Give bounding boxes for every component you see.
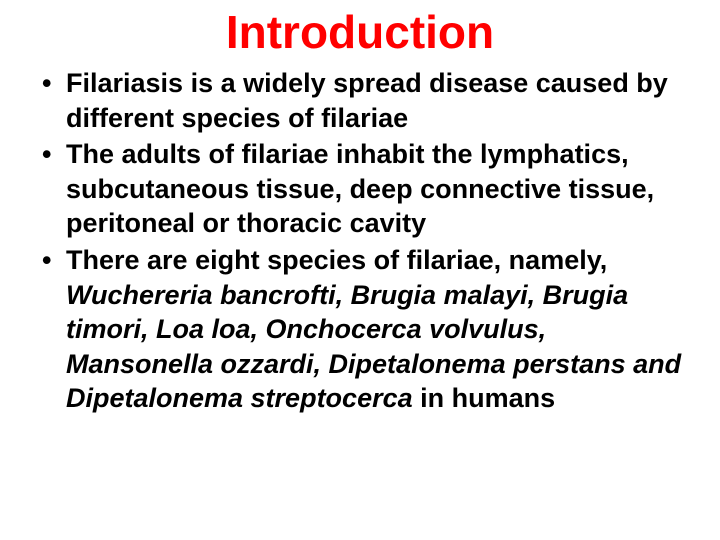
bullet-text-run: There are eight species of filariae, nam… [66, 245, 607, 275]
bullet-text-run: in humans [420, 383, 555, 413]
bullet-item: There are eight species of filariae, nam… [38, 243, 682, 416]
bullet-text-run: The adults of filariae inhabit the lymph… [66, 139, 654, 238]
slide: Introduction Filariasis is a widely spre… [0, 0, 720, 540]
bullet-text-run: Wuchereria bancrofti, Brugia malayi, Bru… [66, 280, 681, 414]
bullet-text-run: Filariasis is a widely spread disease ca… [66, 68, 668, 133]
slide-title: Introduction [38, 8, 682, 56]
bullet-item: Filariasis is a widely spread disease ca… [38, 66, 682, 135]
bullet-list: Filariasis is a widely spread disease ca… [38, 66, 682, 415]
bullet-item: The adults of filariae inhabit the lymph… [38, 137, 682, 241]
